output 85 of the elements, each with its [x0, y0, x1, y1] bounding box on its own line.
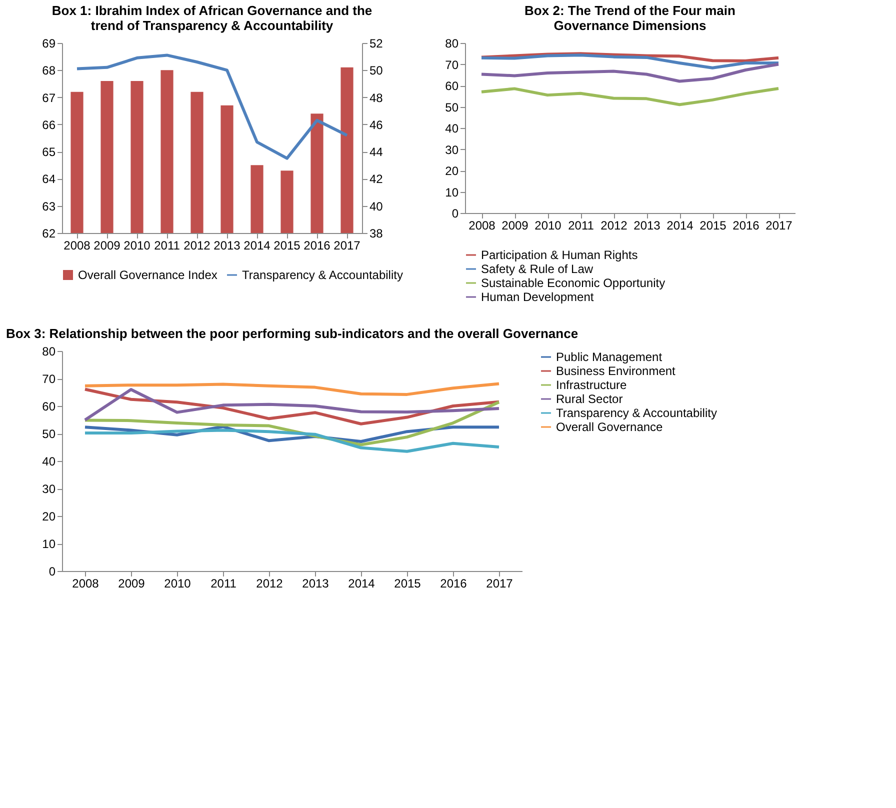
y2-tick-label: 40 [370, 199, 384, 214]
legend-label: Sustainable Economic Opportunity [481, 276, 666, 290]
y-tick-label: 65 [42, 145, 56, 160]
y-tick-label: 30 [445, 142, 459, 157]
x-tick-label: 2016 [304, 238, 331, 252]
x-tick-label: 2015 [700, 218, 727, 232]
line-series [480, 86, 780, 106]
x-tick-label: 2017 [334, 238, 361, 252]
y-tick-label: 69 [42, 36, 56, 50]
x-tick-label: 2012 [184, 238, 211, 252]
line-series [84, 382, 500, 396]
y-tick-label: 70 [445, 58, 459, 72]
y2-tick-label: 50 [370, 64, 384, 78]
y-tick-label: 10 [42, 537, 56, 551]
x-tick-label: 2010 [124, 238, 151, 252]
legend-label: Rural Sector [556, 392, 623, 406]
x-tick-label: 2013 [302, 576, 330, 590]
y2-tick-label: 46 [370, 118, 384, 132]
line-series [84, 428, 500, 453]
x-tick-label: 2017 [766, 218, 793, 232]
x-tick-label: 2014 [244, 238, 271, 252]
x-tick-label: 2012 [256, 576, 284, 590]
legend-label: Public Management [556, 350, 663, 364]
x-tick-label: 2011 [210, 576, 237, 590]
x-tick-label: 2008 [72, 576, 100, 590]
legend-label: Infrastructure [556, 378, 628, 392]
x-tick-label: 2009 [94, 238, 121, 252]
legend-label: Safety & Rule of Law [481, 262, 594, 276]
y-tick-label: 20 [42, 510, 56, 524]
y-tick-label: 80 [445, 36, 459, 50]
line-series [76, 54, 348, 160]
x-tick-label: 2008 [468, 218, 496, 232]
y-tick-label: 60 [42, 400, 56, 414]
x-tick-label: 2013 [214, 238, 241, 252]
y-tick-label: 64 [42, 172, 56, 186]
line-series [480, 62, 780, 83]
y2-tick-label: 42 [370, 172, 384, 186]
legend-label: Business Environment [556, 364, 676, 378]
y-tick-label: 70 [42, 372, 56, 386]
y-tick-label: 66 [42, 118, 56, 132]
x-tick-label: 2012 [600, 218, 628, 232]
chart-title: Box 1: Ibrahim Index of African Governance and the trend of Transparency & Accountability [52, 3, 372, 33]
y2-tick-label: 38 [370, 226, 384, 240]
x-tick-label: 2016 [732, 218, 760, 232]
legend-label: Overall Governance [556, 420, 664, 434]
x-tick-label: 2016 [440, 576, 468, 590]
x-tick-label: 2017 [486, 576, 514, 590]
legend-label: Participation & Human Rights [481, 248, 638, 262]
y-tick-label: 67 [42, 90, 56, 105]
y-tick-label: 0 [48, 564, 56, 578]
legend-label: Transparency & Accountability [556, 406, 717, 420]
y2-tick-label: 52 [370, 36, 384, 50]
chart-title: Box 3: Relationship between the poor performing sub-indicators and the overall Governance [6, 326, 578, 341]
legend-label: Human Development [481, 290, 594, 304]
y-tick-label: 80 [42, 344, 56, 358]
y-tick-label: 10 [445, 185, 459, 200]
y-tick-label: 40 [445, 122, 459, 136]
legend-label: Overall Governance Index [78, 268, 218, 282]
x-tick-label: 2013 [634, 218, 661, 232]
y-tick-label: 62 [42, 226, 56, 240]
y-tick-label: 60 [445, 79, 459, 93]
chart-title: Box 2: The Trend of the Four main Governance Dimensions [524, 3, 736, 33]
x-tick-label: 2010 [534, 218, 562, 232]
y2-tick-label: 44 [370, 145, 384, 160]
y-tick-label: 0 [452, 206, 459, 220]
y-tick-label: 50 [42, 427, 56, 441]
y-tick-label: 30 [42, 482, 56, 496]
x-tick-label: 2011 [154, 238, 180, 252]
x-tick-label: 2015 [274, 238, 301, 252]
y-tick-label: 68 [42, 64, 56, 78]
x-tick-label: 2011 [568, 218, 594, 232]
x-tick-label: 2008 [64, 238, 91, 252]
y-tick-label: 40 [42, 454, 56, 468]
x-tick-label: 2009 [502, 218, 529, 232]
x-tick-label: 2014 [666, 218, 694, 232]
x-tick-label: 2014 [348, 576, 376, 590]
legend-label: Transparency & Accountability [242, 268, 403, 282]
y2-tick-label: 48 [370, 90, 384, 105]
x-tick-label: 2009 [118, 576, 146, 590]
y-tick-label: 50 [445, 100, 459, 114]
x-tick-label: 2015 [394, 576, 422, 590]
x-tick-label: 2010 [164, 576, 192, 590]
line-series [480, 54, 780, 70]
y-tick-label: 63 [42, 199, 56, 214]
y-tick-label: 20 [445, 164, 459, 178]
